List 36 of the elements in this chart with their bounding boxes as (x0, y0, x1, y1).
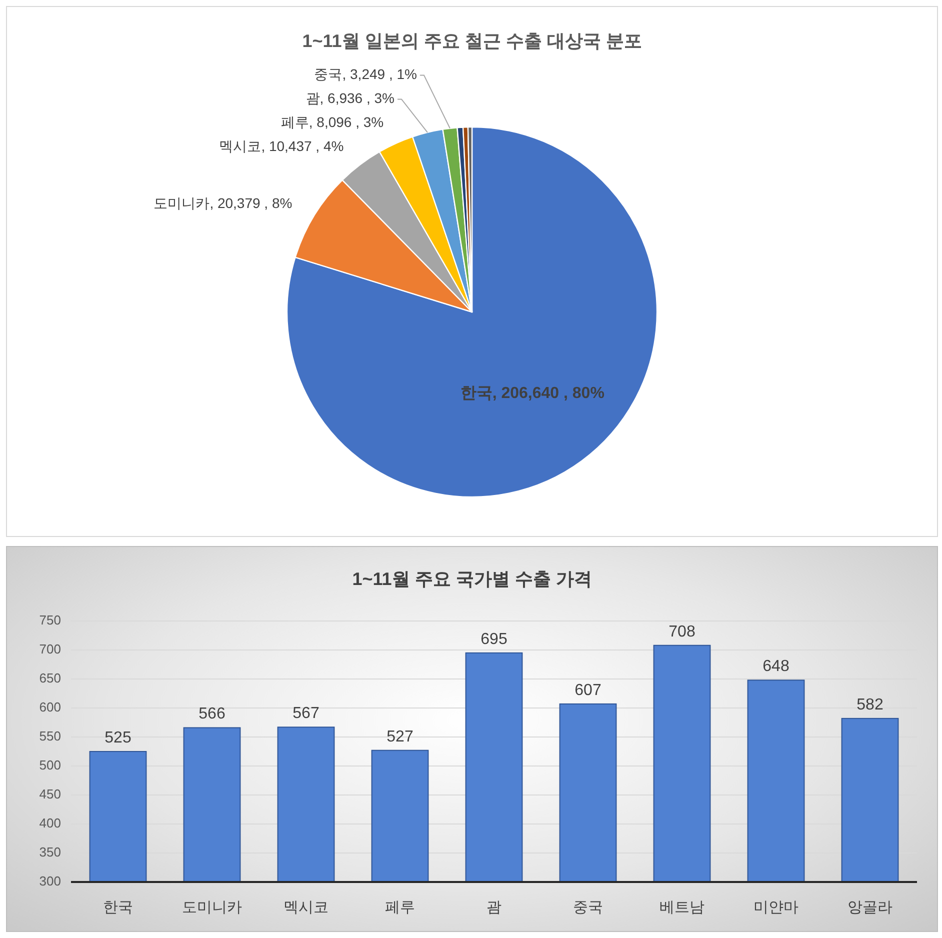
x-tick-label: 괌 (486, 899, 502, 916)
x-tick-label: 한국 (103, 899, 133, 916)
slice-label: 괌, 6,936 , 3% (306, 90, 394, 106)
y-tick-label: 600 (39, 699, 61, 714)
slice-label: 도미니카, 20,379 , 8% (154, 195, 292, 212)
y-tick-label: 350 (39, 844, 61, 860)
slice-label: 페루, 8,096 , 3% (280, 114, 384, 130)
data-label: 607 (574, 682, 602, 699)
data-label: 525 (104, 730, 132, 746)
y-tick-label: 700 (39, 641, 61, 656)
y-tick-label: 650 (39, 670, 61, 686)
y-tick-label: 550 (39, 728, 61, 744)
data-label: 567 (292, 705, 320, 722)
x-tick-label: 중국 (573, 899, 603, 916)
x-tick-label: 앙골라 (848, 899, 892, 916)
data-label: 695 (480, 630, 508, 648)
data-label: 648 (762, 658, 790, 676)
x-tick-label: 멕시코 (284, 899, 328, 916)
data-label: 582 (856, 696, 884, 714)
x-tick-label: 페루 (385, 899, 415, 916)
data-label: 566 (198, 706, 226, 723)
chart-title: 1~11월 일본의 주요 철근 수출 대상국 분포 (302, 31, 642, 51)
y-tick-label: 750 (39, 612, 61, 628)
y-tick-label: 300 (39, 873, 61, 888)
y-tick-label: 450 (39, 786, 61, 802)
slice-label: 중국, 3,249 , 1% (314, 66, 417, 82)
data-label: 708 (668, 623, 696, 640)
data-label: 527 (386, 728, 414, 746)
y-tick-label: 500 (39, 757, 61, 772)
chart-title: 1~11월 주요 국가별 수출 가격 (352, 569, 592, 589)
slice-label: 한국, 206,640 , 80% (460, 385, 604, 402)
slice-label: 멕시코, 10,437 , 4% (219, 138, 344, 154)
x-tick-label: 도미니카 (182, 899, 242, 916)
y-tick-label: 400 (39, 815, 61, 830)
x-tick-label: 미얀마 (754, 899, 798, 916)
x-tick-label: 베트남 (660, 899, 704, 916)
